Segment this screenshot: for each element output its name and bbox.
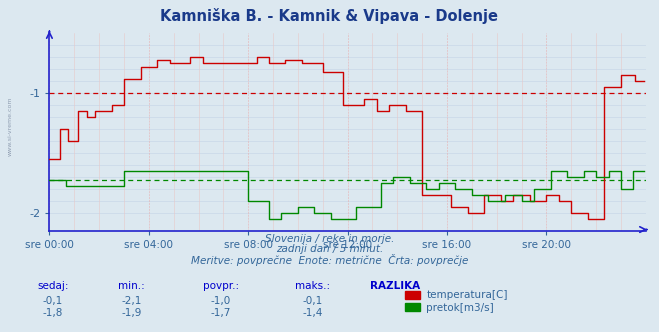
Text: -1,7: -1,7 xyxy=(211,308,231,318)
Text: povpr.:: povpr.: xyxy=(203,281,239,290)
Text: temperatura[C]: temperatura[C] xyxy=(426,290,508,300)
Text: -1,8: -1,8 xyxy=(43,308,63,318)
Text: RAZLIKA: RAZLIKA xyxy=(370,281,420,290)
Text: Meritve: povprečne  Enote: metrične  Črta: povprečje: Meritve: povprečne Enote: metrične Črta:… xyxy=(191,254,468,266)
Text: Slovenija / reke in morje.: Slovenija / reke in morje. xyxy=(265,234,394,244)
Text: min.:: min.: xyxy=(119,281,145,290)
Text: pretok[m3/s]: pretok[m3/s] xyxy=(426,303,494,313)
Text: -1,9: -1,9 xyxy=(122,308,142,318)
Text: -2,1: -2,1 xyxy=(122,296,142,306)
Text: -0,1: -0,1 xyxy=(303,296,323,306)
Text: zadnji dan / 5 minut.: zadnji dan / 5 minut. xyxy=(276,244,383,254)
Text: Kamniška B. - Kamnik & Vipava - Dolenje: Kamniška B. - Kamnik & Vipava - Dolenje xyxy=(161,8,498,24)
Text: sedaj:: sedaj: xyxy=(37,281,69,290)
Text: -1,4: -1,4 xyxy=(303,308,323,318)
Text: www.si-vreme.com: www.si-vreme.com xyxy=(8,96,13,156)
Text: maks.:: maks.: xyxy=(295,281,331,290)
Text: -1,0: -1,0 xyxy=(211,296,231,306)
Text: -0,1: -0,1 xyxy=(43,296,63,306)
